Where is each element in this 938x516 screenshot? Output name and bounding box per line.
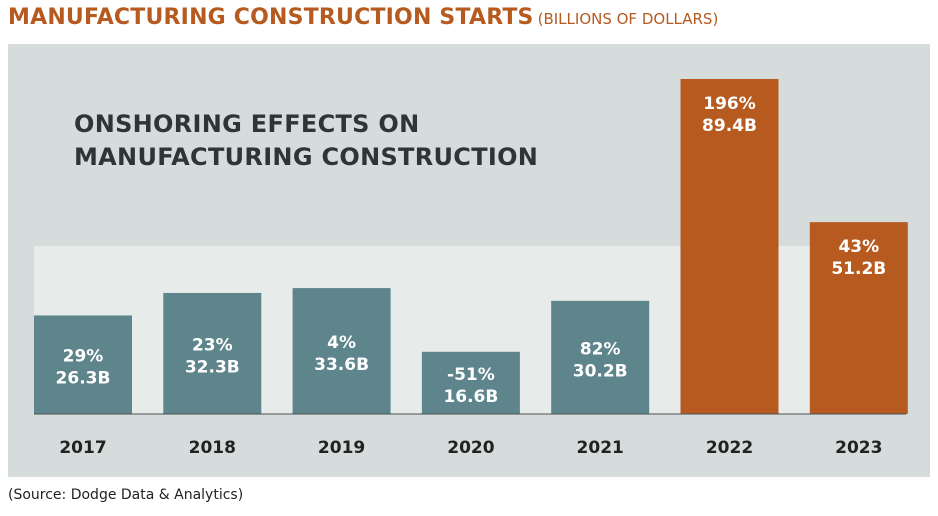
chart-header: MANUFACTURING CONSTRUCTION STARTS (BILLIO…: [8, 5, 718, 30]
change-label-2022: 196%: [703, 94, 756, 114]
bar-2018: [163, 292, 262, 414]
x-tick-label-2023: 2023: [835, 438, 882, 458]
value-label-2021: 30.2B: [573, 361, 628, 381]
value-label-2020: 16.6B: [443, 387, 498, 407]
change-label-2019: 4%: [327, 333, 356, 353]
chart-title: MANUFACTURING CONSTRUCTION STARTS: [8, 5, 534, 30]
change-label-2021: 82%: [580, 339, 621, 359]
chart-heading-line-2: MANUFACTURING CONSTRUCTION: [74, 143, 539, 171]
chart-heading-line-1: ONSHORING EFFECTS ON: [74, 110, 420, 138]
bar-2019: [292, 288, 391, 414]
bar-2023: [809, 222, 908, 414]
x-tick-label-2020: 2020: [447, 438, 494, 458]
change-label-2023: 43%: [838, 237, 879, 257]
value-label-2018: 32.3B: [185, 357, 240, 377]
bar-2022: [680, 79, 779, 414]
bar-2020: [421, 351, 520, 414]
source-note: (Source: Dodge Data & Analytics): [8, 487, 244, 503]
value-label-2022: 89.4B: [702, 116, 757, 136]
x-tick-label-2017: 2017: [59, 438, 106, 458]
bar-2017: [34, 315, 132, 414]
change-label-2020: -51%: [447, 365, 495, 385]
chart-heading: ONSHORING EFFECTS ON MANUFACTURING CONST…: [74, 108, 634, 174]
x-tick-label-2021: 2021: [577, 438, 624, 458]
chart-subtitle: (BILLIONS OF DOLLARS): [537, 10, 719, 28]
value-label-2017: 26.3B: [56, 369, 111, 389]
x-tick-label-2018: 2018: [189, 438, 236, 458]
value-label-2019: 33.6B: [314, 355, 369, 375]
change-label-2017: 29%: [63, 347, 104, 367]
bar-2021: [551, 300, 650, 414]
value-label-2023: 51.2B: [831, 259, 886, 279]
x-tick-label-2019: 2019: [318, 438, 365, 458]
change-label-2018: 23%: [192, 335, 233, 355]
x-tick-label-2022: 2022: [706, 438, 753, 458]
